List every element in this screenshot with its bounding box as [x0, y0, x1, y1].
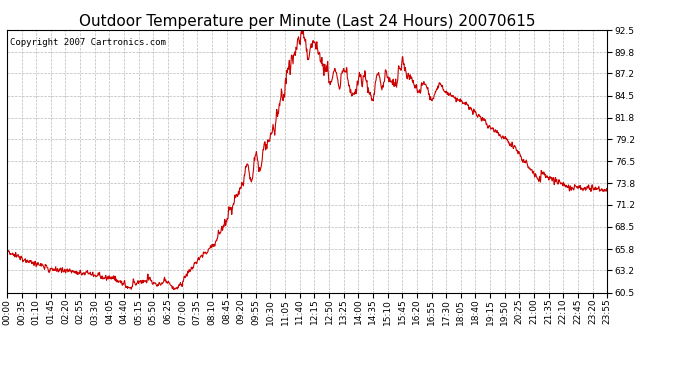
Title: Outdoor Temperature per Minute (Last 24 Hours) 20070615: Outdoor Temperature per Minute (Last 24 … — [79, 14, 535, 29]
Text: Copyright 2007 Cartronics.com: Copyright 2007 Cartronics.com — [10, 38, 166, 47]
